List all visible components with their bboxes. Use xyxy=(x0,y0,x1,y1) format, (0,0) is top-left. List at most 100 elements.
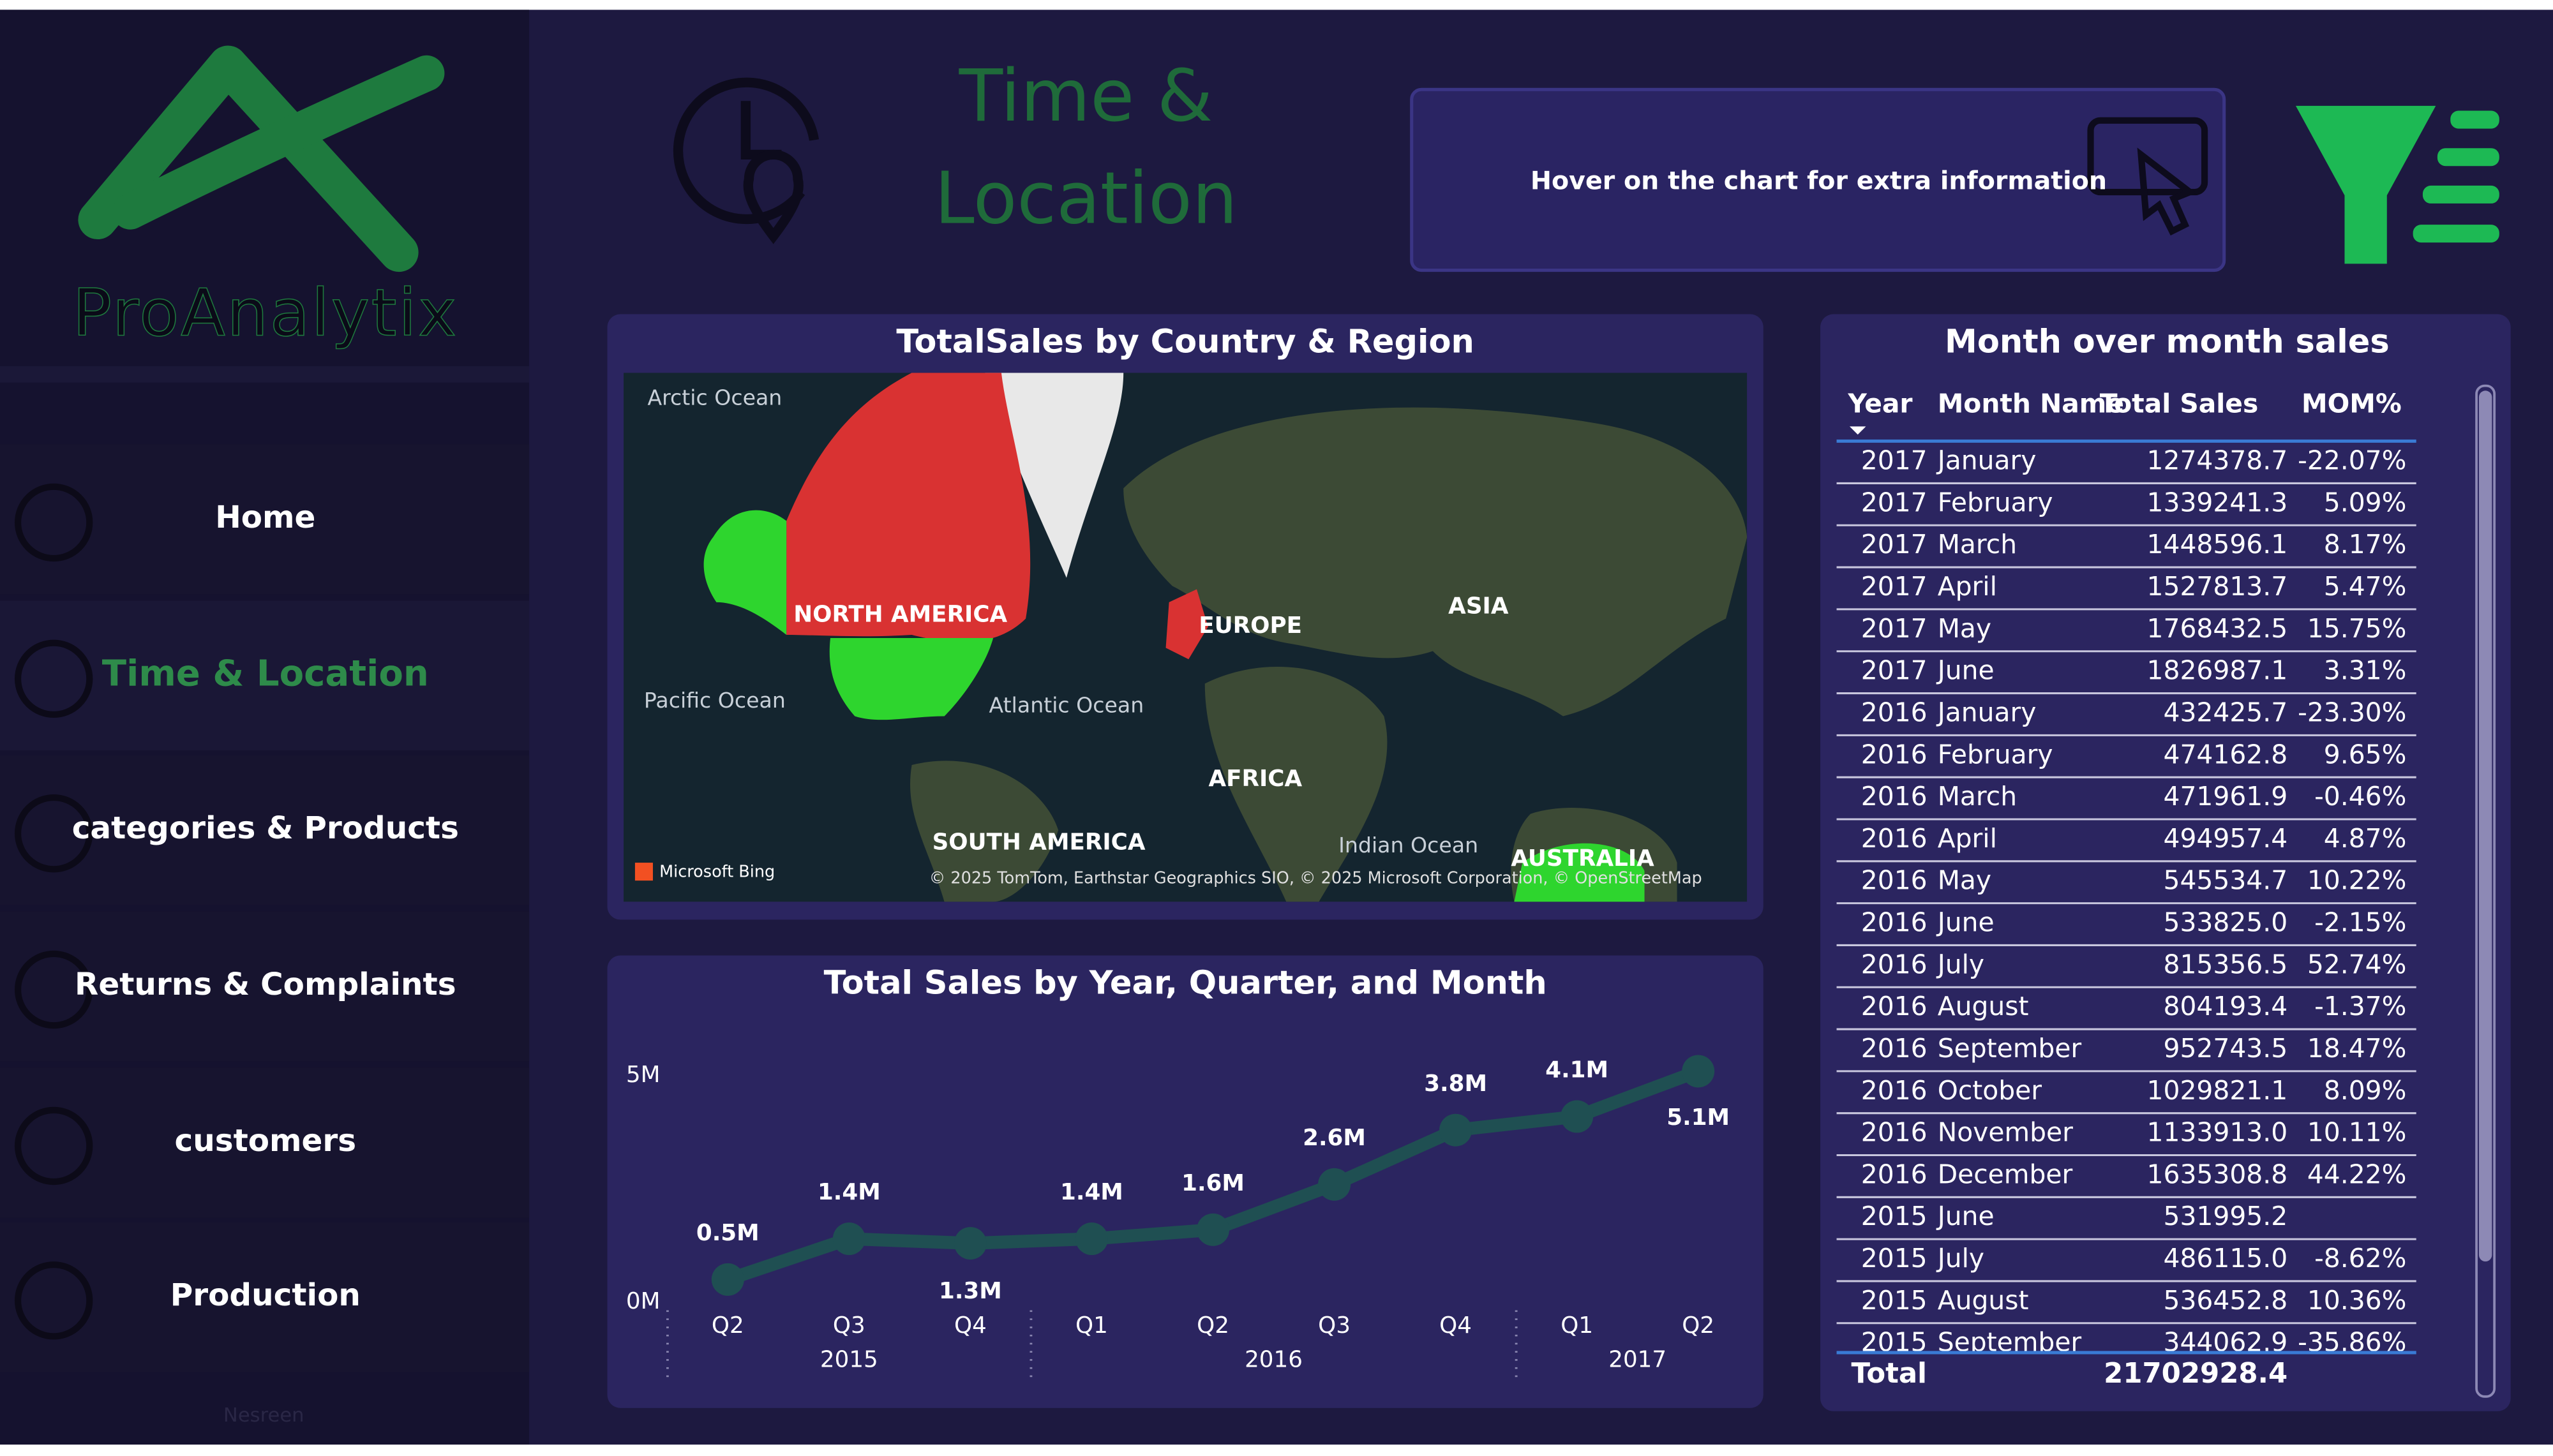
data-point[interactable] xyxy=(1682,1055,1715,1088)
table-cell: 2017 xyxy=(1861,487,1928,517)
table-cell: December xyxy=(1938,1159,2073,1189)
column-header[interactable]: Month Name xyxy=(1938,388,2124,419)
table-cell: 44.22% xyxy=(2307,1159,2407,1189)
column-header[interactable]: Year xyxy=(1847,388,1912,419)
table-cell: 486115.0 xyxy=(2164,1243,2288,1274)
nav-item[interactable]: Home xyxy=(0,444,530,595)
bing-logo xyxy=(634,863,653,881)
nav-icon xyxy=(14,639,93,718)
nav-icon xyxy=(14,794,93,873)
x-tick-label: Q4 xyxy=(1439,1312,1472,1339)
table-cell: March xyxy=(1938,529,2017,560)
x-tick-label: Q2 xyxy=(712,1312,744,1339)
nav-label[interactable]: Time & Location xyxy=(102,653,429,694)
table-cell: September xyxy=(1938,1033,2082,1064)
nav-item[interactable]: Returns & Complaints xyxy=(0,911,530,1062)
map-alaska xyxy=(703,510,787,635)
table-cell: 531995.2 xyxy=(2164,1201,2288,1231)
data-label: 3.8M xyxy=(1424,1071,1487,1097)
scrollbar-thumb[interactable] xyxy=(2478,390,2492,1262)
table-cell: 18.47% xyxy=(2307,1033,2407,1064)
table-cell: March xyxy=(1938,781,2017,812)
map-label: AUSTRALIA xyxy=(1511,845,1654,872)
hint-box xyxy=(1410,87,2226,272)
table-cell: May xyxy=(1938,613,1991,644)
filter-icon[interactable] xyxy=(2295,105,2499,264)
total-label: Total xyxy=(1852,1358,1927,1390)
nav-label[interactable]: Home xyxy=(215,500,315,535)
nav-item[interactable]: categories & Products xyxy=(0,755,530,905)
table-cell: -23.30% xyxy=(2298,697,2406,727)
table-cell: April xyxy=(1938,571,1997,602)
table-cell: 432425.7 xyxy=(2164,697,2288,727)
map-label: Pacific Ocean xyxy=(644,688,786,713)
data-label: 4.1M xyxy=(1545,1057,1608,1083)
table-cell: 2017 xyxy=(1861,613,1928,644)
nav-item[interactable]: customers xyxy=(0,1067,530,1218)
table-cell: 2016 xyxy=(1861,1033,1928,1064)
data-point[interactable] xyxy=(1075,1222,1108,1256)
nav-icon xyxy=(14,1106,93,1185)
data-label: 2.6M xyxy=(1303,1125,1366,1151)
data-point[interactable] xyxy=(1561,1100,1594,1133)
data-point[interactable] xyxy=(1197,1213,1230,1246)
table-cell: 2015 xyxy=(1861,1201,1928,1231)
data-label: 0.5M xyxy=(696,1220,760,1246)
table-cell: -8.62% xyxy=(2314,1243,2406,1274)
nav-icon xyxy=(14,483,93,562)
table-cell: -1.37% xyxy=(2314,991,2406,1021)
map-label: EUROPE xyxy=(1199,613,1302,639)
table-cell: May xyxy=(1938,865,1991,896)
x-group-label: 2016 xyxy=(1245,1347,1303,1373)
table-cell: February xyxy=(1938,487,2053,517)
page-title: Location xyxy=(934,158,1238,241)
table-cell: -0.46% xyxy=(2314,781,2406,812)
map[interactable] xyxy=(624,373,1748,902)
logo-text: ProAnalytix xyxy=(73,275,458,351)
data-point[interactable] xyxy=(954,1227,987,1260)
table-cell: 1768432.5 xyxy=(2147,613,2288,644)
table-cell: 2016 xyxy=(1861,781,1928,812)
x-tick-label: Q2 xyxy=(1197,1312,1229,1339)
table-cell: 2016 xyxy=(1861,697,1928,727)
nav-item[interactable]: Production xyxy=(0,1222,530,1372)
map-canada xyxy=(786,373,1031,643)
table-cell: 2015 xyxy=(1861,1327,1928,1358)
table-cell: 952743.5 xyxy=(2164,1033,2288,1064)
data-point[interactable] xyxy=(1318,1168,1351,1201)
column-header[interactable]: Total Sales xyxy=(2100,388,2259,419)
table-cell: 2016 xyxy=(1861,865,1928,896)
nav-label[interactable]: customers xyxy=(175,1123,357,1159)
x-tick-label: Q3 xyxy=(833,1312,865,1339)
table-rows: 2017 January 1274378.7 -22.07% 2017 February 1… xyxy=(1836,445,2416,1358)
table-cell: 5.47% xyxy=(2324,571,2407,602)
data-point[interactable] xyxy=(832,1222,865,1256)
table-cell: 10.36% xyxy=(2307,1285,2407,1316)
chart-title: Total Sales by Year, Quarter, and Month xyxy=(824,964,1547,1002)
nav-item[interactable]: Time & Location xyxy=(0,600,530,751)
table-cell: 1339241.3 xyxy=(2147,487,2288,517)
map-label: ASIA xyxy=(1448,593,1509,620)
nav-icon xyxy=(14,950,93,1029)
map-label: SOUTH AMERICA xyxy=(932,829,1146,855)
column-header[interactable]: MOM% xyxy=(2302,388,2402,419)
nav-label[interactable]: Production xyxy=(170,1277,361,1313)
x-tick-label: Q3 xyxy=(1318,1312,1351,1339)
nav-label[interactable]: Returns & Complaints xyxy=(75,967,456,1002)
table-cell: 2016 xyxy=(1861,1159,1928,1189)
data-point[interactable] xyxy=(1439,1113,1472,1147)
table-title: Month over month sales xyxy=(1945,323,2390,360)
data-label: 1.4M xyxy=(818,1179,881,1205)
table-cell: 494957.4 xyxy=(2164,823,2288,854)
table-cell: 474162.8 xyxy=(2164,739,2288,769)
map-label: Atlantic Ocean xyxy=(989,693,1144,718)
table-cell: February xyxy=(1938,739,2053,769)
table-cell: 2017 xyxy=(1861,445,1928,476)
table-cell: June xyxy=(1936,655,1995,686)
nav-label[interactable]: categories & Products xyxy=(72,810,459,846)
map-label: Indian Ocean xyxy=(1338,833,1478,858)
table-cell: -35.86% xyxy=(2298,1327,2406,1358)
data-point[interactable] xyxy=(711,1263,744,1296)
clock-pin-icon xyxy=(673,77,820,244)
